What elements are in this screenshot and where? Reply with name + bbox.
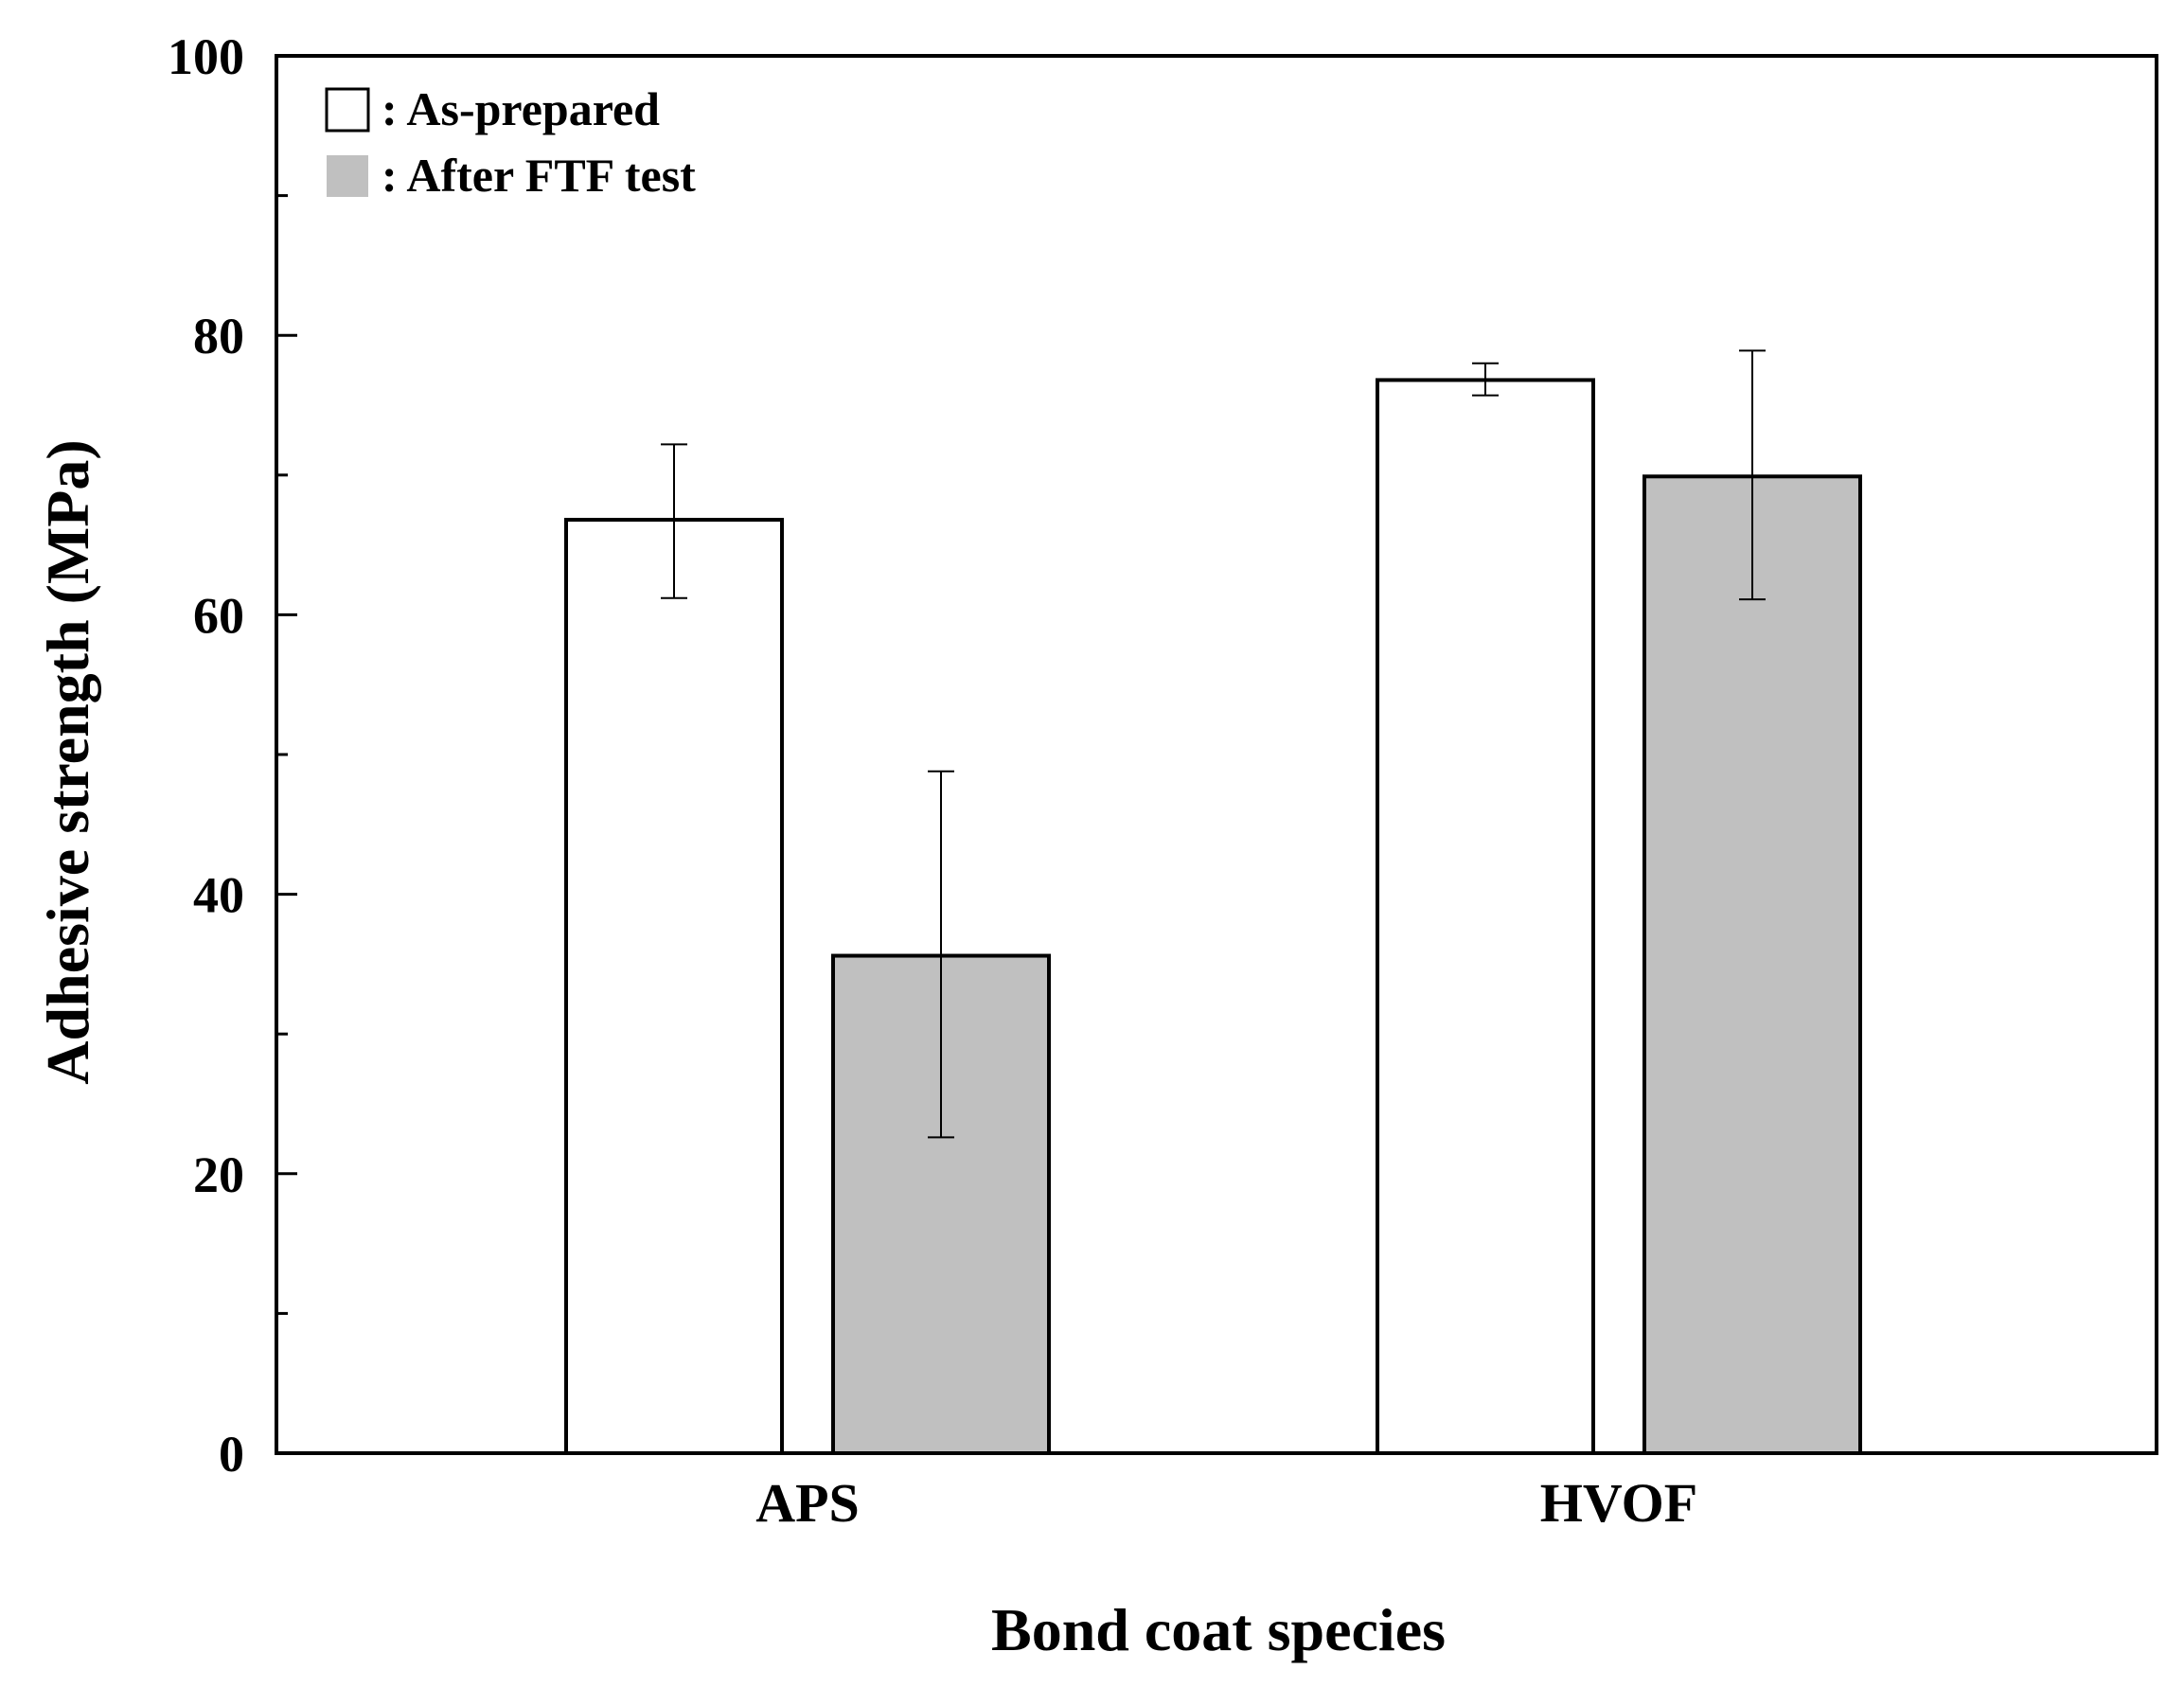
- ticks-layer: 0 20 40 60 80 100 APS HVOF: [168, 28, 1697, 1534]
- bar-hvof-series-2: [1642, 474, 1862, 1455]
- y-tick-label: 40: [193, 867, 244, 924]
- bars-layer: [564, 378, 1862, 1455]
- y-tick-label: 20: [193, 1146, 244, 1203]
- bar-aps-series-1: [564, 518, 784, 1455]
- y-tick-label: 0: [219, 1426, 244, 1483]
- y-tick-label: 80: [193, 308, 244, 364]
- axes-layer: [275, 54, 2158, 1455]
- legend: : As-prepared : After FTF test: [325, 82, 696, 202]
- legend-swatch-series-1: [325, 87, 370, 133]
- x-category-label: APS: [755, 1472, 860, 1534]
- x-axis-title: Bond coat species: [991, 1596, 1446, 1663]
- x-category-label: HVOF: [1540, 1472, 1697, 1534]
- error-bars-layer: [661, 349, 1766, 1139]
- plot-frame: [275, 54, 2158, 1455]
- legend-swatch-series-2: [327, 155, 368, 197]
- legend-label-series-2: : After FTF test: [382, 149, 696, 202]
- bar-hvof-series-1: [1376, 378, 1595, 1455]
- y-axis-title: Adhesive strength (MPa): [34, 439, 101, 1084]
- y-tick-label: 60: [193, 587, 244, 644]
- y-tick-label: 100: [168, 28, 244, 85]
- legend-label-series-1: : As-prepared: [382, 82, 660, 135]
